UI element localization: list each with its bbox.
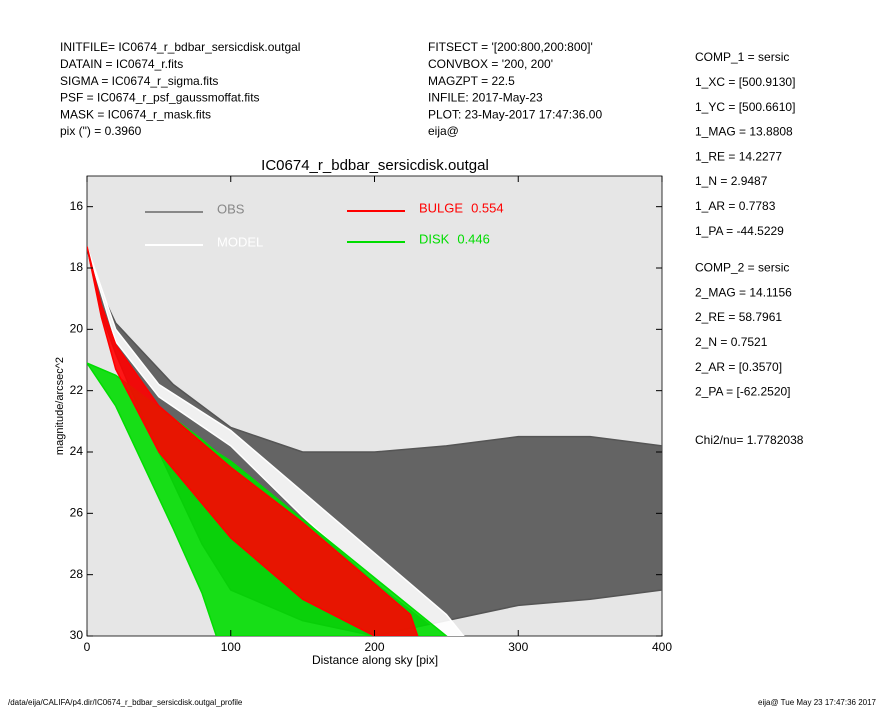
legend-label: BULGE: [419, 200, 463, 215]
header-line: INFILE: 2017-May-23: [428, 91, 543, 105]
header-line: DATAIN = IC0674_r.fits: [60, 57, 183, 71]
component-param: 1_XC = [500.9130]: [695, 75, 795, 89]
y-tick-label: 22: [70, 383, 84, 397]
header-line: CONVBOX = '200, 200': [428, 57, 553, 71]
header-line: MASK = IC0674_r_mask.fits: [60, 107, 211, 121]
component-param: 1_AR = 0.7783: [695, 199, 776, 213]
legend-label: OBS: [217, 201, 245, 216]
component-param: 1_RE = 14.2277: [695, 149, 782, 163]
component-param: COMP_2 = sersic: [695, 261, 789, 275]
y-axis-label: magnitude/arcsec^2: [54, 357, 66, 455]
legend-fraction: 0.554: [471, 200, 504, 215]
legend-label: MODEL: [217, 234, 263, 249]
data-band: [87, 246, 465, 636]
y-tick-label: 30: [70, 628, 84, 642]
header-line: SIGMA = IC0674_r_sigma.fits: [60, 74, 218, 88]
bands: [87, 246, 662, 636]
x-tick-label: 100: [221, 640, 241, 654]
x-tick-label: 300: [508, 640, 528, 654]
legend-fraction: 0.446: [457, 231, 490, 246]
component-param: 1_MAG = 13.8808: [695, 125, 793, 139]
x-tick-label: 400: [652, 640, 672, 654]
y-tick-label: 20: [70, 322, 84, 336]
x-tick-label: 0: [84, 640, 91, 654]
x-tick-label: 200: [364, 640, 384, 654]
footer-date: eija@ Tue May 23 17:47:36 2017: [758, 698, 877, 707]
component-param: 2_MAG = 14.1156: [695, 285, 792, 299]
legend-label: DISK: [419, 231, 450, 246]
y-tick-label: 16: [70, 199, 84, 213]
chi2: Chi2/nu= 1.7782038: [695, 433, 804, 447]
component-param: 2_PA = [-62.2520]: [695, 385, 791, 399]
y-tick-label: 28: [70, 567, 84, 581]
component-param: 1_PA = -44.5229: [695, 224, 784, 238]
component-param: 2_RE = 58.7961: [695, 310, 782, 324]
y-tick-label: 24: [70, 444, 84, 458]
y-tick-label: 18: [70, 260, 84, 274]
component-param: COMP_1 = sersic: [695, 50, 789, 64]
header-line: eija@: [428, 124, 459, 138]
header-line: MAGZPT = 22.5: [428, 74, 515, 88]
component-param: 2_AR = [0.3570]: [695, 360, 782, 374]
component-param: 1_N = 2.9487: [695, 174, 768, 188]
header-line: FITSECT = '[200:800,200:800]': [428, 40, 593, 54]
header-line: pix (") = 0.3960: [60, 124, 142, 138]
header-line: PLOT: 23-May-2017 17:47:36.00: [428, 107, 602, 121]
component-param: 2_N = 0.7521: [695, 335, 768, 349]
y-tick-label: 26: [70, 506, 84, 520]
component-param: 1_YC = [500.6610]: [695, 100, 795, 114]
header-line: PSF = IC0674_r_psf_gaussmoffat.fits: [60, 91, 260, 105]
chart-title: IC0674_r_bdbar_sersicdisk.outgal: [261, 157, 489, 174]
x-axis-label: Distance along sky [pix]: [312, 653, 438, 667]
header-line: INITFILE= IC0674_r_bdbar_sersicdisk.outg…: [60, 40, 300, 54]
data-band: [87, 246, 419, 636]
footer-path: /data/eija/CALIFA/p4.dir/IC0674_r_bdbar_…: [8, 698, 243, 707]
